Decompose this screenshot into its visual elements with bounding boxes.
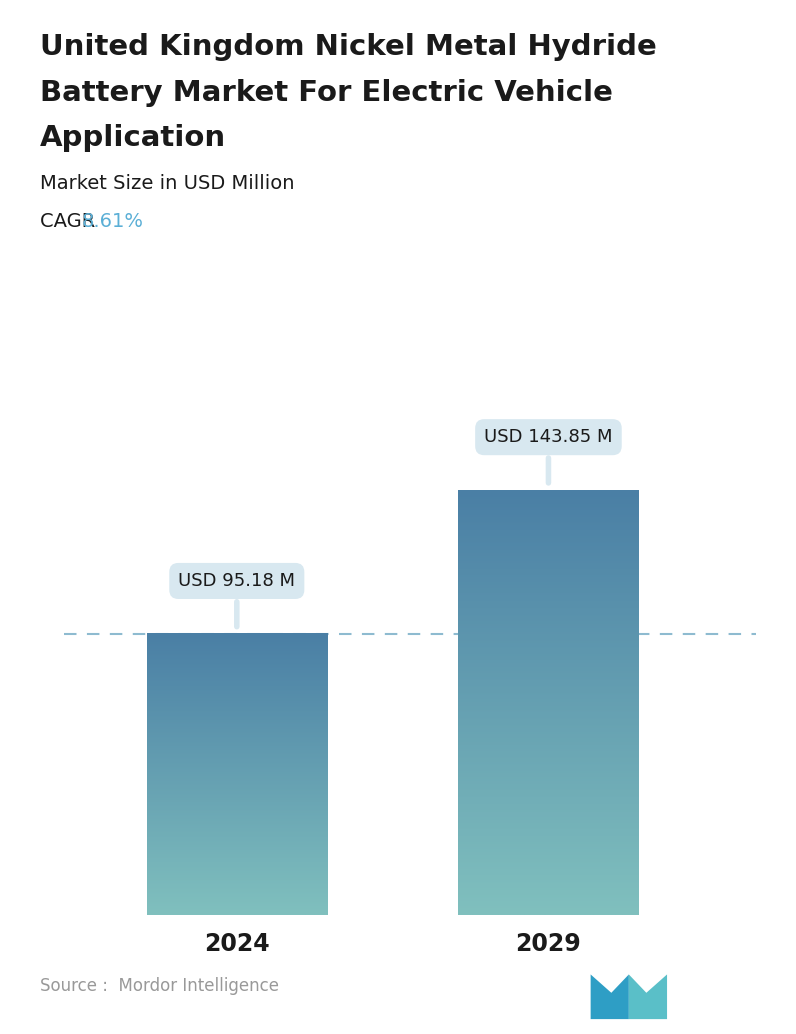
Text: USD 95.18 M: USD 95.18 M [178,572,295,627]
Text: Market Size in USD Million: Market Size in USD Million [40,174,295,192]
Text: Battery Market For Electric Vehicle: Battery Market For Electric Vehicle [40,79,613,107]
Text: USD 143.85 M: USD 143.85 M [484,428,613,483]
Text: Source :  Mordor Intelligence: Source : Mordor Intelligence [40,977,279,995]
Polygon shape [629,974,667,1020]
Text: 8.61%: 8.61% [82,212,144,231]
Text: Application: Application [40,124,226,152]
Text: CAGR: CAGR [40,212,101,231]
Polygon shape [591,974,629,1020]
Text: United Kingdom Nickel Metal Hydride: United Kingdom Nickel Metal Hydride [40,33,657,61]
